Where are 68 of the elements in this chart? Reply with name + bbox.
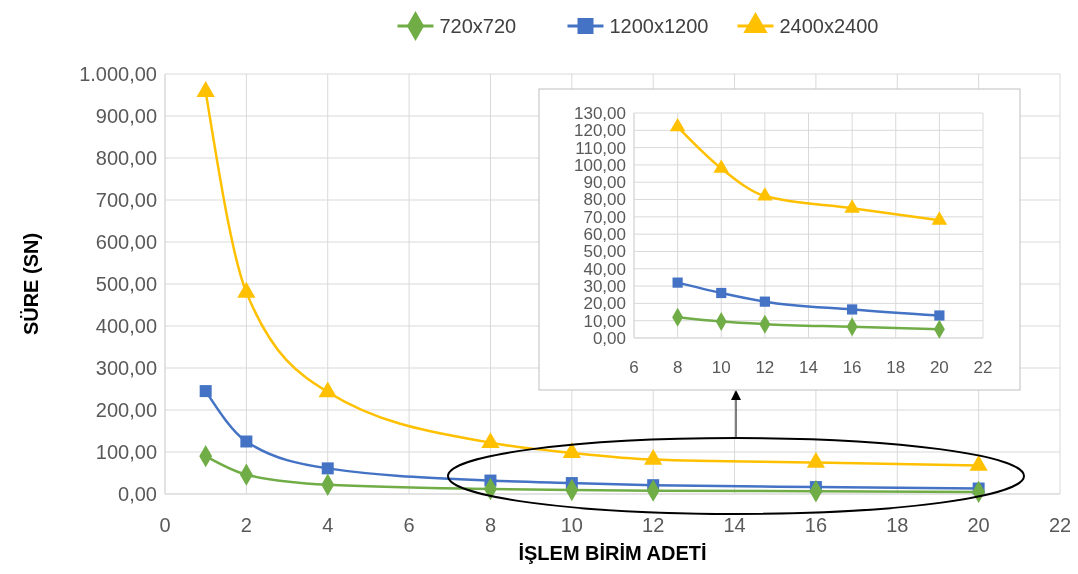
x-tick-label: 22 xyxy=(1048,514,1072,536)
point xyxy=(240,435,253,448)
y-tick-label: 30,00 xyxy=(583,277,626,297)
y-tick-label: 100,00 xyxy=(574,155,626,175)
y-tick-label: 300,00 xyxy=(95,357,157,379)
point xyxy=(844,199,860,213)
legend-label: 1200x1200 xyxy=(609,15,709,37)
x-tick-label: 6 xyxy=(629,358,639,377)
legend-label: 2400x2400 xyxy=(779,15,879,37)
y-tick-label: 800,00 xyxy=(95,147,157,169)
y-tick-label: 900,00 xyxy=(95,105,157,127)
x-tick-label: 18 xyxy=(886,358,906,377)
point xyxy=(759,296,770,307)
x-tick-label: 12 xyxy=(755,358,775,377)
y-tick-label: 500,00 xyxy=(95,273,157,295)
x-tick-label: 0 xyxy=(159,514,171,536)
x-tick-label: 10 xyxy=(711,358,731,377)
y-tick-label: 70,00 xyxy=(583,207,626,227)
point xyxy=(931,211,948,225)
x-tick-label: 18 xyxy=(886,514,909,536)
x-tick-label: 8 xyxy=(672,358,683,377)
y-tick-label: 1.000,00 xyxy=(79,63,157,85)
y-tick-label: 0,00 xyxy=(118,483,157,505)
x-tick-label: 22 xyxy=(973,358,993,377)
y-tick-label: 700,00 xyxy=(95,189,157,211)
x-tick-label: 2 xyxy=(240,514,252,536)
x-tick-label: 14 xyxy=(799,358,818,377)
y-tick-label: 200,00 xyxy=(95,399,157,421)
point xyxy=(321,462,334,475)
point xyxy=(237,281,256,298)
x-tick-label: 20 xyxy=(967,514,990,536)
y-tick-label: 600,00 xyxy=(95,231,157,253)
x-tick-label: 16 xyxy=(804,514,828,536)
point xyxy=(847,304,858,315)
x-tick-label: 4 xyxy=(322,514,334,536)
y-tick-label: 110,00 xyxy=(575,138,626,158)
x-tick-label: 14 xyxy=(723,514,746,536)
x-axis-title: İŞLEM BİRİM ADETİ xyxy=(518,542,707,564)
y-tick-label: 10,00 xyxy=(583,311,626,331)
point xyxy=(934,310,945,321)
y-tick-label: 40,00 xyxy=(583,259,626,279)
y-tick-label: 130,00 xyxy=(574,103,626,123)
x-tick-label: 20 xyxy=(929,358,949,377)
y-tick-label: 20,00 xyxy=(583,294,626,314)
point xyxy=(672,277,683,288)
x-tick-label: 6 xyxy=(403,514,415,536)
y-tick-label: 50,00 xyxy=(583,242,626,262)
y-tick-label: 400,00 xyxy=(95,315,157,337)
point xyxy=(716,287,727,299)
point xyxy=(196,81,215,97)
point xyxy=(481,432,500,449)
x-tick-label: 12 xyxy=(642,514,665,536)
x-tick-label: 8 xyxy=(484,514,497,536)
y-tick-label: 90,00 xyxy=(583,173,626,193)
y-tick-label: 80,00 xyxy=(583,190,626,210)
x-tick-label: 10 xyxy=(560,514,583,536)
y-axis-title: SÜRE (SN) xyxy=(20,232,42,336)
point xyxy=(199,385,212,398)
point xyxy=(713,159,729,173)
x-tick-label: 16 xyxy=(842,358,862,377)
point xyxy=(757,187,773,201)
point xyxy=(669,117,686,132)
y-tick-label: 0,00 xyxy=(592,328,626,348)
y-tick-label: 100,00 xyxy=(95,441,157,463)
point xyxy=(318,381,337,398)
legend-label: 720x720 xyxy=(439,15,517,37)
y-tick-label: 60,00 xyxy=(583,225,626,245)
y-tick-label: 120,00 xyxy=(574,121,626,141)
